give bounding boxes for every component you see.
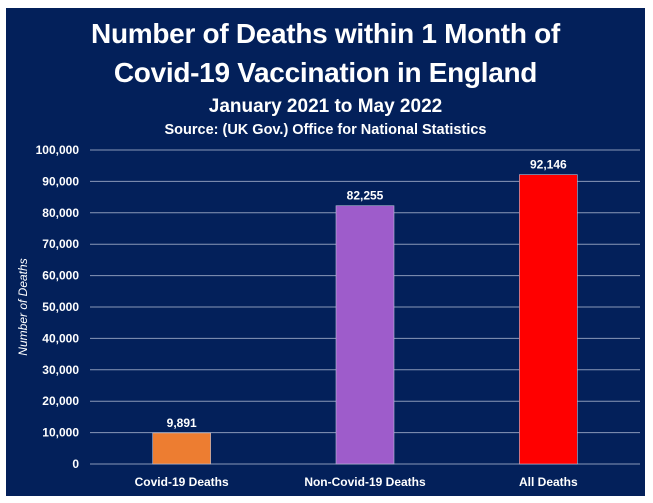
bar-non-covid-19-deaths: [335, 205, 395, 465]
y-tick-label: 60,000: [42, 269, 79, 283]
y-tick-label: 40,000: [42, 331, 79, 345]
bar-covid-19-deaths: [152, 432, 211, 465]
data-label: 92,146: [530, 158, 567, 172]
y-tick-label: 100,000: [36, 143, 80, 157]
chart-subtitle: January 2021 to May 2022: [208, 96, 443, 117]
y-tick-label: 20,000: [42, 394, 79, 408]
x-category-label: Non-Covid-19 Deaths: [304, 475, 426, 489]
y-tick-label: 0: [72, 457, 79, 471]
data-label: 9,891: [167, 416, 197, 430]
y-tick-label: 70,000: [42, 237, 79, 251]
y-tick-label: 90,000: [42, 174, 79, 188]
y-axis-ticks: 0 10,000 20,000 30,000 40,000 50,000 60,000 70,…: [36, 143, 80, 471]
bar-all-deaths: [519, 174, 578, 465]
chart-source: Source: (UK Gov.) Office for National St…: [164, 122, 487, 138]
y-tick-label: 30,000: [42, 363, 79, 377]
x-axis-categories: Covid-19 Deaths Non-Covid-19 Deaths All De…: [135, 475, 578, 489]
data-label: 82,255: [347, 189, 384, 203]
y-tick-label: 10,000: [42, 426, 79, 440]
bars: [152, 174, 578, 465]
x-category-label: All Deaths: [519, 475, 578, 489]
y-tick-label: 80,000: [42, 206, 79, 220]
y-axis-label: Number of Deaths: [16, 258, 30, 355]
data-labels: 9,891 82,255 92,146: [167, 158, 567, 430]
chart-title-line-1: Number of Deaths within 1 Month of: [91, 18, 560, 49]
chart-title-line-2: Covid-19 Vaccination in England: [113, 57, 538, 88]
y-tick-label: 50,000: [42, 300, 79, 314]
x-category-label: Covid-19 Deaths: [135, 475, 229, 489]
